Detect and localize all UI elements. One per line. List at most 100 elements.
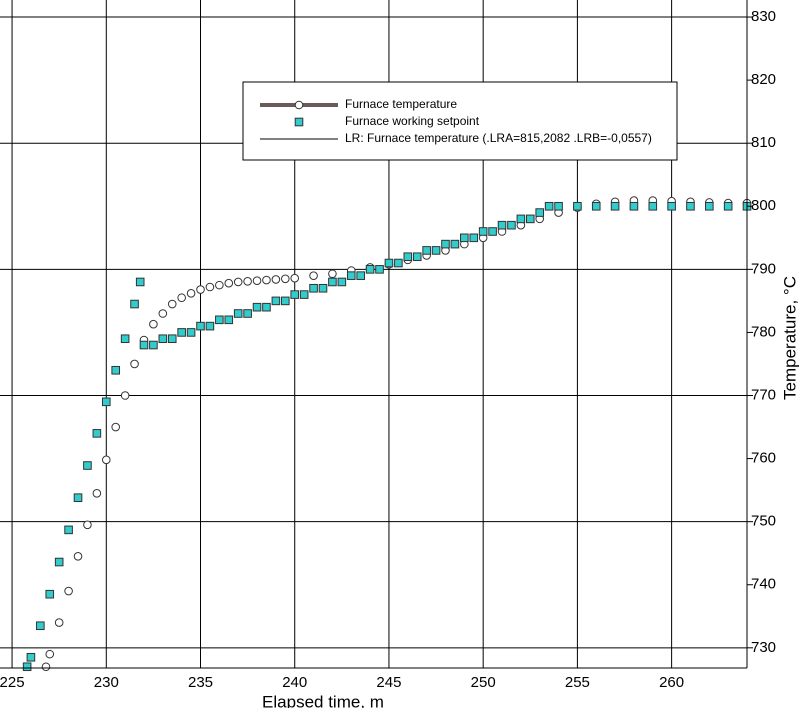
point	[365, 265, 375, 274]
point	[41, 662, 51, 672]
y-tick-label: 730	[751, 639, 776, 656]
point	[111, 365, 121, 375]
x-tick-label: 245	[376, 674, 401, 691]
point	[450, 239, 460, 249]
x-axis-label: Elapsed time, m	[262, 692, 384, 708]
point	[45, 649, 55, 659]
point	[167, 299, 177, 309]
point	[54, 557, 64, 567]
point	[215, 280, 224, 290]
plot	[22, 196, 752, 672]
legend-label: LR: Furnace temperature (.LRA=815,2082 .…	[345, 131, 652, 145]
legend-box	[242, 81, 678, 161]
point	[629, 201, 639, 211]
point	[290, 290, 300, 299]
point	[224, 278, 234, 288]
point	[686, 201, 695, 211]
point	[186, 328, 196, 337]
point	[262, 302, 271, 312]
point	[328, 277, 337, 287]
point	[497, 220, 507, 230]
point	[403, 252, 413, 262]
x-tick-label: 260	[659, 674, 684, 691]
point	[64, 586, 73, 596]
point	[346, 271, 356, 280]
y-tick-label: 760	[751, 450, 776, 467]
point	[394, 258, 403, 268]
point	[290, 273, 300, 283]
point	[101, 455, 111, 465]
point	[610, 201, 620, 211]
point	[205, 282, 215, 292]
y-tick-label: 750	[751, 513, 776, 530]
point	[723, 201, 733, 211]
legend-label: Furnace working setpoint	[345, 114, 480, 128]
point	[469, 233, 479, 243]
point	[158, 334, 168, 344]
point	[441, 239, 450, 249]
point	[224, 315, 234, 325]
point	[544, 201, 554, 211]
point	[243, 277, 252, 286]
point	[233, 277, 243, 287]
point	[478, 227, 488, 236]
point	[101, 397, 111, 407]
y-tick-label: 740	[751, 576, 776, 593]
point	[337, 277, 347, 287]
point	[177, 293, 186, 303]
point	[92, 488, 102, 498]
x-tick-label: 240	[282, 674, 307, 691]
point	[525, 214, 535, 224]
point	[177, 328, 186, 337]
point	[54, 618, 64, 627]
y-tick-label: 830	[751, 8, 776, 25]
point	[45, 589, 55, 599]
point	[186, 289, 196, 298]
point	[243, 309, 252, 318]
x-tick-label: 235	[188, 674, 213, 691]
point	[120, 391, 130, 400]
point	[535, 208, 545, 217]
y-axis-label: Temperature, °C	[780, 276, 799, 400]
point	[130, 359, 139, 369]
y-tick-label: 770	[751, 386, 776, 403]
point	[262, 275, 271, 285]
legend: Furnace temperature Furnace working setpo…	[242, 81, 678, 161]
point	[488, 227, 497, 236]
point	[516, 214, 526, 224]
point	[111, 422, 121, 432]
point	[139, 340, 149, 350]
y-tick-label: 800	[751, 197, 776, 214]
y-tick-label: 820	[751, 71, 776, 88]
point	[271, 275, 281, 284]
point	[149, 340, 158, 350]
x-tick-label: 250	[471, 674, 496, 691]
point	[26, 652, 36, 662]
x-tick-label: 225	[0, 674, 25, 691]
point	[507, 220, 516, 230]
point	[233, 309, 243, 318]
point	[318, 283, 328, 293]
point	[281, 296, 290, 306]
legend-swatch	[294, 100, 304, 110]
point	[375, 265, 384, 274]
y-tick-label: 810	[751, 134, 776, 151]
point	[309, 271, 318, 280]
point	[281, 274, 290, 284]
point	[149, 319, 158, 329]
point	[328, 269, 337, 279]
point	[309, 283, 318, 293]
point	[460, 233, 469, 243]
point	[412, 252, 422, 262]
point	[196, 285, 205, 294]
point	[648, 201, 658, 211]
point	[135, 277, 145, 287]
point	[120, 334, 130, 344]
y-tick-label: 780	[751, 323, 776, 340]
point	[196, 321, 205, 331]
legend-swatch	[294, 117, 304, 127]
point	[64, 525, 73, 535]
legend-label: Furnace temperature	[345, 97, 457, 111]
point	[158, 309, 168, 318]
